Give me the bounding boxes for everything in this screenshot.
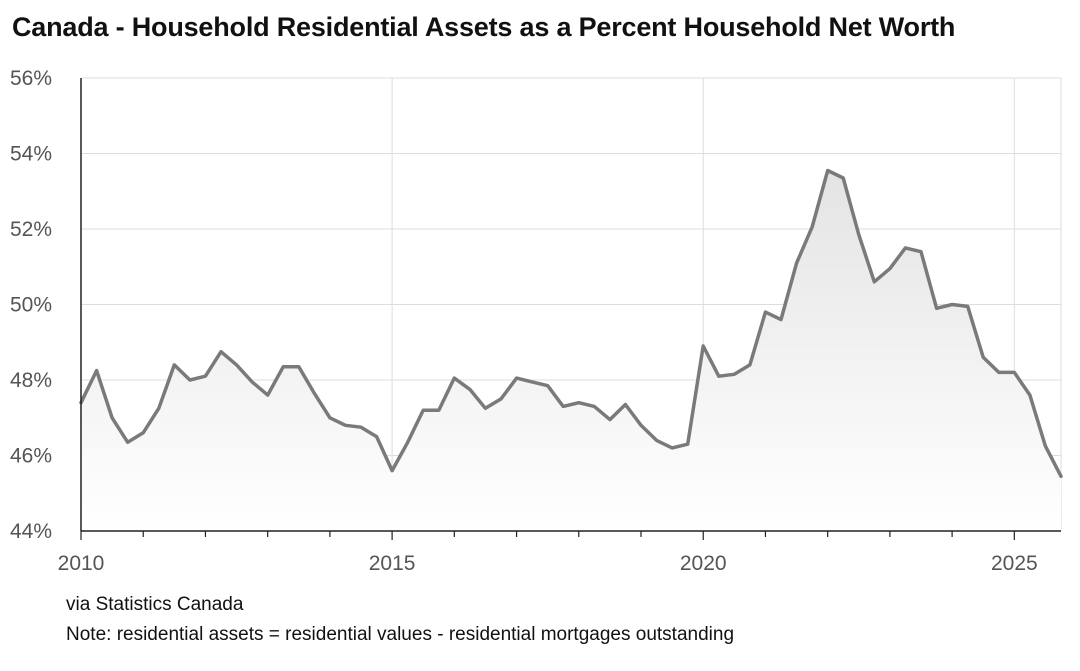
- area-layer: [79, 168, 1063, 531]
- footnote: Note: residential assets = residential v…: [66, 624, 735, 645]
- x-tick-label: 2015: [369, 552, 416, 575]
- area-chart: 44% 46% 48% 50% 52% 54% 56% 2010 2015 2020 2025: [10, 67, 1063, 575]
- source-note: via Statistics Canada: [66, 594, 244, 615]
- y-tick-label: 46%: [10, 445, 52, 468]
- y-tick-label: 48%: [10, 369, 52, 392]
- y-tick-label: 50%: [10, 294, 52, 317]
- x-tick-label: 2025: [991, 552, 1038, 575]
- area-fill: [81, 170, 1061, 531]
- y-tick-label: 44%: [10, 520, 52, 543]
- x-tick-label: 2010: [58, 552, 105, 575]
- chart-title: Canada - Household Residential Assets as…: [12, 12, 956, 42]
- tick-labels: 44% 46% 48% 50% 52% 54% 56% 2010 2015 2020 2025: [10, 67, 1038, 575]
- y-tick-label: 54%: [10, 143, 52, 166]
- x-tick-label: 2020: [680, 552, 727, 575]
- y-tick-label: 52%: [10, 218, 52, 241]
- y-tick-label: 56%: [10, 67, 52, 90]
- series-line: [79, 168, 1063, 479]
- axes: [80, 78, 1061, 540]
